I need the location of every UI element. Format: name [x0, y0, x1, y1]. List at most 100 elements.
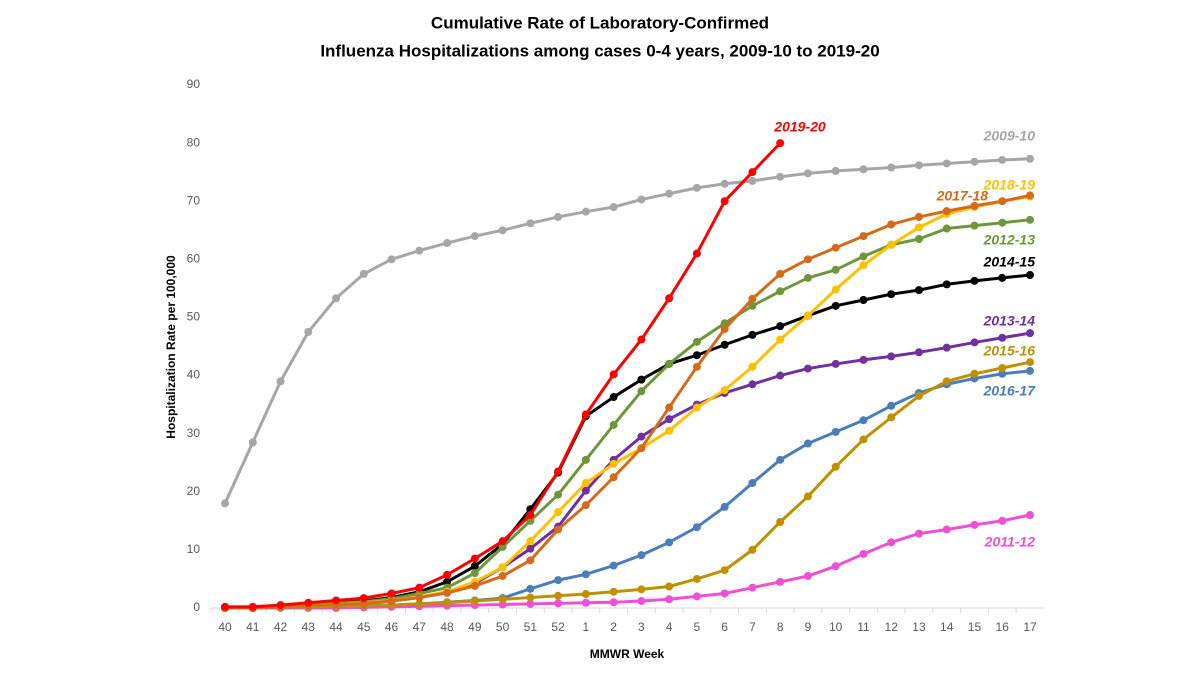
- data-point: [831, 285, 840, 294]
- series-label: 2017-18: [936, 188, 989, 204]
- data-point: [498, 226, 507, 235]
- data-point: [859, 549, 868, 558]
- x-tick-label: 46: [385, 620, 399, 634]
- data-point: [776, 139, 785, 148]
- data-point: [887, 163, 896, 172]
- data-point: [332, 596, 341, 605]
- data-point: [720, 340, 729, 349]
- data-point: [803, 572, 812, 581]
- data-point: [831, 359, 840, 368]
- data-point: [637, 432, 646, 441]
- data-point: [637, 597, 646, 606]
- data-point: [942, 280, 951, 289]
- data-point: [526, 219, 535, 228]
- x-tick-label: 42: [274, 620, 288, 634]
- chart-title: Cumulative Rate of Laboratory-Confirmed: [431, 13, 769, 32]
- x-tick-label: 3: [638, 620, 645, 634]
- series-label: 2018-19: [983, 177, 1036, 193]
- data-point: [637, 551, 646, 560]
- data-point: [1026, 191, 1034, 200]
- data-point: [831, 427, 840, 436]
- data-point: [470, 569, 479, 578]
- data-point: [942, 159, 951, 168]
- data-point: [776, 371, 785, 380]
- data-point: [665, 595, 674, 604]
- data-point: [554, 508, 563, 517]
- data-point: [720, 179, 729, 188]
- data-point: [970, 276, 979, 285]
- data-point: [748, 545, 757, 554]
- data-point: [776, 172, 785, 181]
- series-label: 2011-12: [984, 534, 1036, 550]
- data-point: [970, 338, 979, 347]
- data-point: [554, 212, 563, 221]
- data-point: [498, 537, 507, 546]
- series-label: 2016-17: [983, 383, 1037, 399]
- data-point: [609, 587, 618, 596]
- data-point: [554, 576, 563, 585]
- data-point: [526, 599, 535, 608]
- x-tick-label: 11: [857, 620, 870, 634]
- data-point: [776, 335, 785, 344]
- data-point: [914, 234, 923, 243]
- data-point: [581, 455, 590, 464]
- y-tick-label: 20: [187, 484, 201, 498]
- data-point: [276, 601, 285, 610]
- data-point: [887, 401, 896, 410]
- data-point: [692, 574, 701, 583]
- data-point: [665, 415, 674, 424]
- data-point: [720, 386, 729, 395]
- data-point: [470, 232, 479, 241]
- data-point: [914, 223, 923, 232]
- data-point: [998, 364, 1007, 373]
- data-point: [914, 348, 923, 357]
- data-point: [581, 590, 590, 599]
- data-point: [581, 486, 590, 495]
- x-tick-label: 50: [496, 620, 510, 634]
- data-point: [914, 529, 923, 538]
- data-point: [498, 563, 507, 572]
- x-tick-label: 8: [777, 620, 784, 634]
- data-point: [720, 325, 729, 334]
- data-point: [526, 593, 535, 602]
- data-point: [720, 566, 729, 575]
- data-point: [776, 269, 785, 278]
- data-point: [692, 249, 701, 258]
- series-label: 2012-13: [983, 232, 1036, 248]
- x-tick-label: 9: [805, 620, 812, 634]
- data-point: [248, 438, 257, 447]
- x-tick-label: 48: [440, 620, 454, 634]
- series-line: [225, 360, 1031, 610]
- data-point: [665, 189, 674, 198]
- data-point: [332, 294, 341, 303]
- data-point: [443, 588, 452, 597]
- data-point: [665, 582, 674, 591]
- x-tick-label: 15: [968, 620, 982, 634]
- x-tick-label: 47: [413, 620, 427, 634]
- data-point: [887, 240, 896, 249]
- data-point: [914, 391, 923, 400]
- x-tick-label: 43: [302, 620, 316, 634]
- data-point: [692, 403, 701, 412]
- data-point: [970, 157, 979, 166]
- data-point: [720, 502, 729, 511]
- data-point: [831, 243, 840, 252]
- data-point: [609, 370, 618, 379]
- x-tick-label: 45: [357, 620, 371, 634]
- data-point: [1026, 366, 1034, 375]
- data-point: [970, 201, 979, 210]
- data-point: [415, 599, 424, 608]
- data-point: [581, 598, 590, 607]
- data-point: [554, 591, 563, 600]
- x-tick-label: 44: [329, 620, 343, 634]
- data-point: [859, 252, 868, 261]
- data-point: [609, 473, 618, 482]
- data-point: [748, 330, 757, 339]
- y-tick-label: 60: [187, 252, 201, 266]
- data-point: [776, 517, 785, 526]
- data-point: [526, 584, 535, 593]
- data-point: [470, 581, 479, 590]
- data-point: [720, 589, 729, 598]
- data-point: [221, 499, 229, 508]
- data-point: [887, 538, 896, 547]
